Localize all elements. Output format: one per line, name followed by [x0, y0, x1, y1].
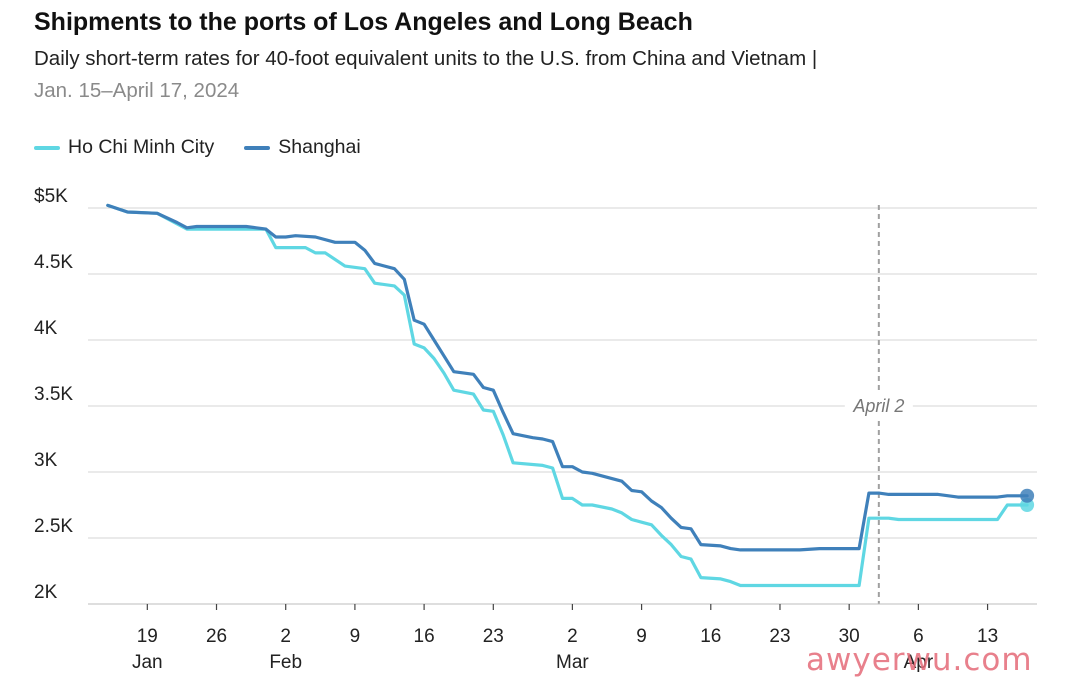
series-line-ho-chi-minh-city — [106, 203, 1029, 588]
x-tick-label: 16 — [700, 626, 721, 647]
x-month-label: Jan — [132, 652, 163, 673]
x-month-label: Feb — [269, 652, 302, 673]
axis-layer: 2K 2.5K 3K 3.5K 4K 4.5K $5K 19 Jan 26 2 Feb 9 16 23 2 Ma… — [34, 186, 1037, 673]
x-tick-label: 23 — [483, 626, 504, 647]
x-tick-label: 30 — [839, 626, 860, 647]
annotation-layer: April 2 — [844, 205, 913, 604]
x-month-label: Apr — [904, 652, 934, 673]
series-layer — [106, 203, 1035, 588]
y-tick-label: 2K — [34, 582, 58, 603]
legend-item-shanghai: Shanghai — [244, 136, 361, 159]
y-tick-label: $5K — [34, 186, 68, 207]
x-tick-label: 9 — [350, 626, 361, 647]
legend-swatch-ho-chi-minh-city — [34, 145, 60, 150]
series-line-shanghai — [106, 203, 1029, 552]
x-tick-label: 6 — [913, 626, 924, 647]
x-tick-label: 9 — [636, 626, 647, 647]
annotation-label-bg — [844, 393, 913, 417]
legend-label-shanghai: Shanghai — [278, 136, 361, 158]
x-tick-label: 23 — [769, 626, 790, 647]
y-tick-label: 4K — [34, 318, 58, 339]
y-tick-label: 2.5K — [34, 516, 73, 537]
legend-label-ho-chi-minh-city: Ho Chi Minh City — [68, 136, 215, 158]
annotation-label: April 2 — [852, 396, 904, 416]
x-tick-label: 16 — [414, 626, 435, 647]
chart-title: Shipments to the ports of Los Angeles an… — [34, 8, 693, 36]
chart-legend: Ho Chi Minh City Shanghai — [34, 136, 391, 159]
grid-layer — [88, 207, 1037, 539]
y-tick-label: 3.5K — [34, 384, 73, 405]
chart-subtitle: Daily short-term rates for 40-foot equiv… — [34, 47, 818, 70]
series-end-marker-shanghai — [1020, 488, 1035, 503]
chart-date-range: Jan. 15–April 17, 2024 — [34, 79, 240, 102]
x-tick-label: 19 — [137, 626, 158, 647]
x-tick-label: 2 — [567, 626, 578, 647]
x-month-label: Mar — [556, 652, 589, 673]
legend-swatch-shanghai — [244, 145, 271, 150]
legend-item-ho-chi-minh-city: Ho Chi Minh City — [34, 136, 214, 159]
x-tick-label: 2 — [280, 626, 291, 647]
x-tick-label: 26 — [206, 626, 227, 647]
watermark: awyerwu.com — [806, 642, 1033, 678]
x-tick-label: 13 — [977, 626, 998, 647]
y-tick-label: 3K — [34, 450, 58, 471]
y-tick-label: 4.5K — [34, 252, 73, 273]
